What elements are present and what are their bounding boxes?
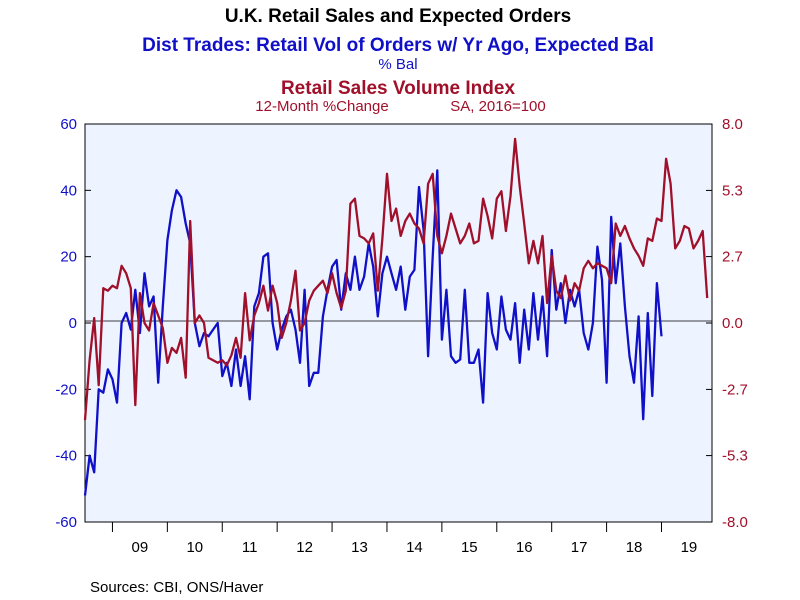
left-axis: 60 40 20 0 -20 -40 -60 bbox=[55, 116, 91, 531]
legend-red-series: Retail Sales Volume Index bbox=[281, 78, 516, 99]
right-tick-label: -8.0 bbox=[722, 514, 748, 531]
x-tick-label: 14 bbox=[406, 539, 423, 556]
right-tick-label: -2.7 bbox=[722, 381, 748, 398]
chart-title: U.K. Retail Sales and Expected Orders bbox=[225, 6, 571, 27]
left-tick-label: -60 bbox=[55, 514, 77, 531]
right-tick-label: 0.0 bbox=[722, 315, 743, 332]
right-tick-label: 5.3 bbox=[722, 182, 743, 199]
left-tick-label: 0 bbox=[69, 315, 77, 332]
plot-area bbox=[84, 123, 713, 523]
x-tick-label: 17 bbox=[571, 539, 588, 556]
source-note: Sources: CBI, ONS/Haver bbox=[90, 579, 263, 596]
left-tick-label: 40 bbox=[60, 182, 77, 199]
left-tick-label: -40 bbox=[55, 448, 77, 465]
x-tick-label: 19 bbox=[681, 539, 698, 556]
right-tick-label: 2.7 bbox=[722, 249, 743, 266]
left-tick-label: 60 bbox=[60, 116, 77, 133]
x-tick-label: 11 bbox=[242, 539, 258, 556]
x-tick-label: 16 bbox=[516, 539, 533, 556]
x-tick-label: 13 bbox=[351, 539, 368, 556]
x-tick-label: 10 bbox=[186, 539, 203, 556]
x-axis-labels: 09 10 11 12 13 14 15 16 17 18 19 bbox=[132, 539, 698, 556]
x-axis-ticks bbox=[111, 522, 662, 532]
left-tick-label: -20 bbox=[55, 381, 77, 398]
x-tick-label: 18 bbox=[626, 539, 643, 556]
right-axis-unit-change: 12-Month %Change bbox=[255, 98, 388, 115]
series-line-expected-orders bbox=[83, 169, 663, 496]
series-line-retail-sales bbox=[83, 137, 709, 421]
right-axis-unit-base: SA, 2016=100 bbox=[450, 98, 546, 115]
right-axis: 8.0 5.3 2.7 0.0 -2.7 -5.3 -8.0 bbox=[706, 116, 748, 531]
right-tick-label: 8.0 bbox=[722, 116, 743, 133]
x-tick-label: 15 bbox=[461, 539, 478, 556]
right-tick-label: -5.3 bbox=[722, 448, 748, 465]
left-tick-label: 20 bbox=[60, 249, 77, 266]
left-axis-unit: % Bal bbox=[378, 56, 417, 73]
legend-blue-series: Dist Trades: Retail Vol of Orders w/ Yr … bbox=[142, 35, 654, 56]
x-tick-label: 09 bbox=[132, 539, 149, 556]
x-tick-label: 12 bbox=[296, 539, 313, 556]
